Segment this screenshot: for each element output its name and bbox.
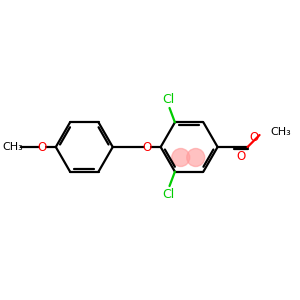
- Text: O: O: [236, 150, 245, 163]
- Text: O: O: [142, 140, 152, 154]
- Circle shape: [172, 148, 190, 166]
- Text: Cl: Cl: [162, 188, 174, 201]
- Text: CH₃: CH₃: [2, 142, 23, 152]
- Text: Cl: Cl: [162, 93, 174, 106]
- Circle shape: [187, 148, 205, 166]
- Text: CH₃: CH₃: [270, 127, 291, 137]
- Text: O: O: [38, 140, 47, 154]
- Text: O: O: [250, 130, 259, 144]
